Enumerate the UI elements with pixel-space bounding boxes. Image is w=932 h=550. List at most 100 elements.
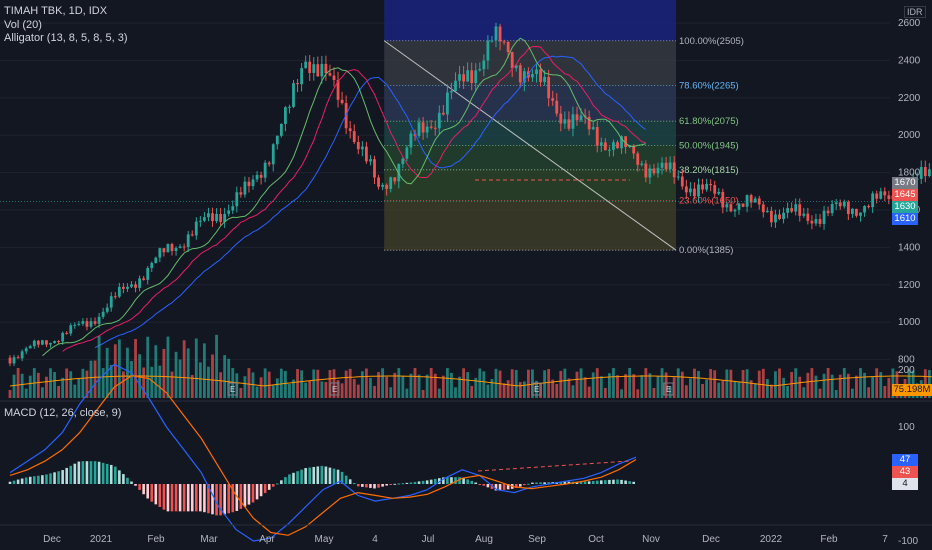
macd-histogram-bar: [134, 484, 137, 486]
macd-histogram-bar: [547, 482, 550, 484]
currency-label[interactable]: IDR: [904, 6, 926, 18]
candle-body: [166, 244, 170, 253]
volume-bar: [563, 368, 567, 398]
volume-bar: [186, 348, 190, 398]
candle-body: [134, 284, 137, 288]
volume-bar: [421, 389, 425, 398]
volume-bar: [458, 376, 461, 398]
macd-histogram-bar: [369, 484, 372, 488]
alligator-legend[interactable]: Alligator (13, 8, 5, 8, 5, 3): [4, 32, 128, 44]
candle-body: [97, 316, 101, 324]
volume-bar: [316, 369, 320, 398]
macd-histogram-bar: [357, 484, 360, 487]
candle-body: [676, 176, 680, 178]
candle-body: [142, 278, 146, 280]
candle-body: [778, 214, 781, 220]
macd-legend[interactable]: MACD (12, 26, close, 9): [4, 407, 122, 419]
time-tick-label: Sep: [528, 534, 546, 545]
fib-band: [384, 200, 676, 251]
macd-histogram-bar: [93, 461, 97, 484]
macd-histogram-bar: [535, 482, 538, 484]
volume-bar: [308, 380, 312, 398]
candle-body: [332, 75, 336, 80]
candle-body: [782, 212, 785, 220]
candle-body: [267, 162, 271, 165]
candle-body: [454, 80, 457, 92]
volume-bar: [855, 375, 858, 398]
volume-bar: [628, 368, 632, 398]
candle-body: [689, 188, 692, 193]
candle-body: [693, 188, 696, 197]
volume-bar: [778, 368, 781, 398]
volume-bar: [360, 371, 364, 398]
macd-histogram-bar: [73, 463, 77, 484]
fib-level-label: 23.60%(1650): [679, 196, 739, 207]
volume-bar: [830, 374, 834, 398]
price-tick-label: 2600: [898, 18, 921, 29]
candle-body: [571, 114, 575, 129]
candle-body: [887, 195, 891, 200]
macd-histogram-bar: [595, 480, 599, 484]
candle-body: [765, 210, 769, 213]
macd-histogram-bar: [81, 461, 85, 484]
candle-body: [271, 144, 275, 165]
volume-bar: [198, 362, 202, 398]
volume-bar: [41, 387, 44, 398]
macd-histogram-bar: [567, 481, 571, 484]
volume-bar: [535, 380, 538, 398]
macd-histogram-bar: [543, 482, 546, 484]
time-tick-label: 2021: [90, 534, 113, 545]
volume-legend[interactable]: Vol (20): [4, 19, 42, 31]
volume-bar: [219, 372, 222, 398]
candle-body: [875, 193, 879, 199]
volume-bar: [97, 336, 101, 398]
volume-bar: [709, 369, 713, 398]
fib-level-label: 38.20%(1815): [679, 165, 739, 176]
volume-bar: [522, 381, 526, 398]
candle-body: [923, 167, 927, 177]
candle-body: [859, 212, 862, 216]
candle-body: [640, 163, 644, 165]
candle-body: [178, 246, 182, 249]
time-tick-label: 4: [372, 534, 378, 545]
macd-histogram-bar: [316, 466, 320, 484]
fib-bands: 100.00%(2505) 78.60%(2265) 61.80%(2075) 50.…: [0, 0, 890, 361]
volume-bar: [567, 378, 571, 398]
candle-body: [575, 114, 579, 121]
volume-bar: [510, 369, 514, 398]
candle-body: [243, 181, 247, 195]
candle-body: [531, 74, 534, 78]
volume-bar: [320, 381, 324, 398]
volume-bar: [223, 355, 227, 398]
volume-bar: [178, 359, 182, 398]
candle-body: [223, 213, 227, 222]
volume-bar: [324, 382, 328, 398]
volume-bar: [782, 377, 785, 398]
fib-band: [384, 0, 676, 41]
volume-bar: [733, 381, 737, 398]
volume-bar: [786, 385, 789, 398]
volume-bar: [559, 370, 563, 398]
macd-histogram-bar: [130, 481, 133, 484]
macd-histogram-bar: [462, 477, 465, 484]
volume-bar: [101, 368, 105, 398]
volume-bar: [28, 375, 32, 398]
macd-histogram-bar: [575, 481, 579, 484]
alligator-lips-line: [42, 37, 646, 357]
volume-bar: [749, 380, 753, 398]
candle-body: [348, 128, 352, 132]
macd-histogram-bar: [280, 480, 283, 484]
volume-bar: [227, 358, 231, 398]
volume-bar: [207, 366, 210, 398]
symbol-title[interactable]: TIMAH TBK, 1D, IDX: [4, 5, 108, 17]
candle-body: [636, 153, 640, 165]
candle-body: [603, 142, 607, 151]
volume-bar: [689, 378, 692, 398]
volume-bar: [826, 368, 830, 398]
volume-bar: [73, 384, 77, 398]
earnings-marker: [531, 382, 542, 396]
volume-bar: [676, 368, 680, 398]
volume-bar: [77, 378, 81, 398]
